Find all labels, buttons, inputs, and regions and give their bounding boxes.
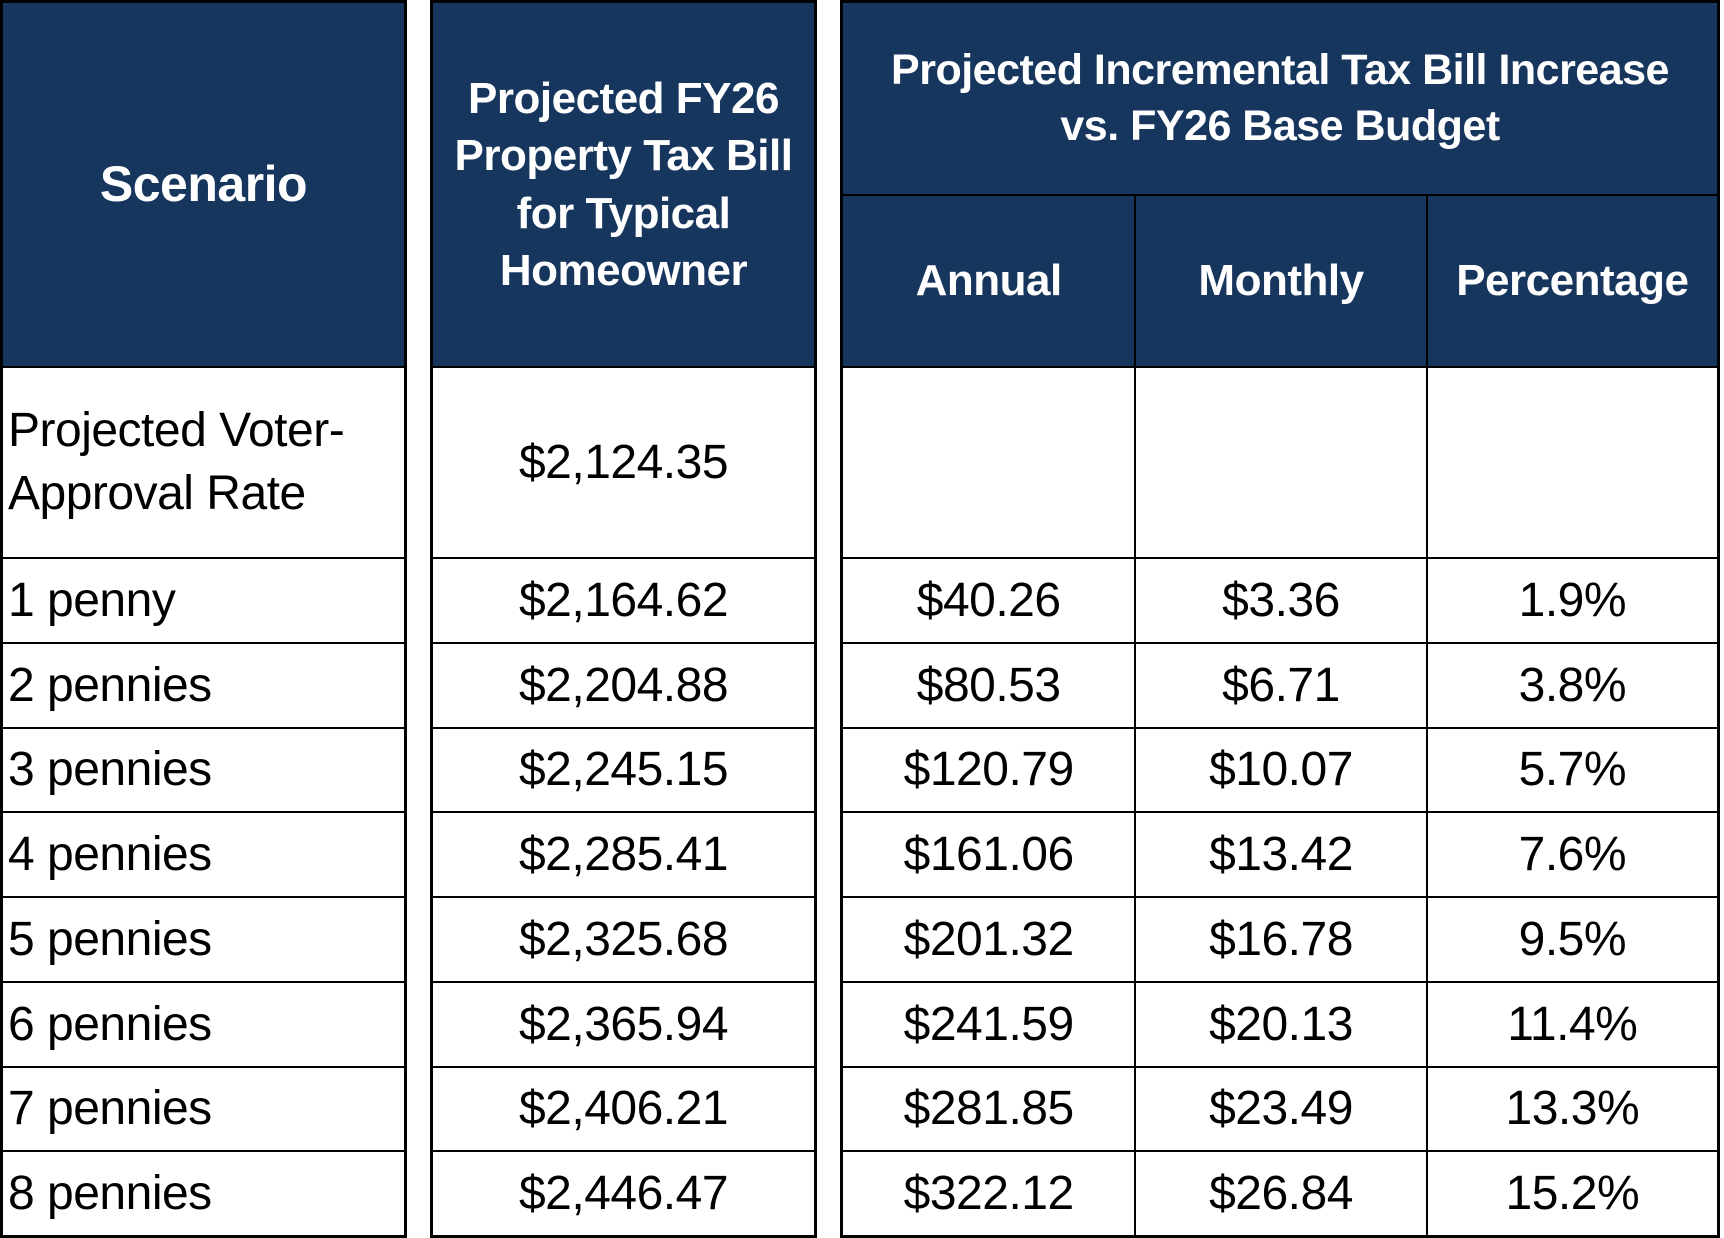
tax-bill-cell-7-pennies: $2,406.21 bbox=[433, 1065, 814, 1151]
percentage-cell-4-pennies: 7.6% bbox=[1425, 811, 1717, 896]
percentage-cell-2-pennies: 3.8% bbox=[1425, 641, 1717, 727]
percentage-cell-5-pennies: 9.5% bbox=[1425, 896, 1717, 981]
tax-bill-cell-6-pennies: $2,365.94 bbox=[433, 980, 814, 1066]
scenario-cell-3-pennies: 3 pennies bbox=[3, 726, 404, 812]
annual-cell-5-pennies: $201.32 bbox=[843, 896, 1135, 981]
tax-bill-cell-5-pennies: $2,325.68 bbox=[433, 896, 814, 981]
percentage-cell-3-pennies: 5.7% bbox=[1425, 726, 1717, 812]
monthly-cell-5-pennies: $16.78 bbox=[1134, 896, 1426, 981]
monthly-cell-1-penny: $3.36 bbox=[1134, 557, 1426, 642]
annual-header-cell: Annual bbox=[843, 194, 1135, 366]
scenario-header-cell: Scenario bbox=[3, 3, 404, 366]
monthly-cell-6-pennies: $20.13 bbox=[1134, 980, 1426, 1066]
tax-bill-table: Projected FY26 Property Tax Bill for Typ… bbox=[430, 0, 817, 1238]
scenario-cell-2-pennies: 2 pennies bbox=[3, 641, 404, 727]
tax-bill-cell-4-pennies: $2,285.41 bbox=[433, 811, 814, 896]
annual-cell-4-pennies: $161.06 bbox=[843, 811, 1135, 896]
monthly-cell-8-pennies: $26.84 bbox=[1134, 1150, 1426, 1235]
scenario-cell-5-pennies: 5 pennies bbox=[3, 896, 404, 981]
tax-bill-cell-1-penny: $2,164.62 bbox=[433, 557, 814, 642]
monthly-header-cell: Monthly bbox=[1134, 194, 1426, 366]
annual-cell-2-pennies: $80.53 bbox=[843, 641, 1135, 727]
scenario-table: Scenario Projected Voter- Approval Rate … bbox=[0, 0, 407, 1238]
scenario-cell-8-pennies: 8 pennies bbox=[3, 1150, 404, 1235]
tax-bill-cell-voter-approval: $2,124.35 bbox=[433, 366, 814, 557]
scenario-cell-4-pennies: 4 pennies bbox=[3, 811, 404, 896]
tax-bill-cell-2-pennies: $2,204.88 bbox=[433, 641, 814, 727]
monthly-cell-7-pennies: $23.49 bbox=[1134, 1065, 1426, 1151]
annual-cell-voter-approval bbox=[843, 366, 1135, 557]
percentage-cell-6-pennies: 11.4% bbox=[1425, 980, 1717, 1066]
tax-bill-cell-3-pennies: $2,245.15 bbox=[433, 726, 814, 812]
annual-cell-7-pennies: $281.85 bbox=[843, 1065, 1135, 1151]
percentage-cell-1-penny: 1.9% bbox=[1425, 557, 1717, 642]
scenario-cell-voter-approval: Projected Voter- Approval Rate bbox=[3, 366, 404, 557]
annual-cell-1-penny: $40.26 bbox=[843, 557, 1135, 642]
scenario-cell-6-pennies: 6 pennies bbox=[3, 980, 404, 1066]
increase-group-header-cell: Projected Incremental Tax Bill Increase … bbox=[843, 3, 1717, 194]
monthly-cell-4-pennies: $13.42 bbox=[1134, 811, 1426, 896]
monthly-cell-voter-approval bbox=[1134, 366, 1426, 557]
tax-bill-cell-8-pennies: $2,446.47 bbox=[433, 1150, 814, 1235]
percentage-header-cell: Percentage bbox=[1425, 194, 1717, 366]
scenario-cell-7-pennies: 7 pennies bbox=[3, 1065, 404, 1151]
percentage-cell-8-pennies: 15.2% bbox=[1425, 1150, 1717, 1235]
monthly-cell-3-pennies: $10.07 bbox=[1134, 726, 1426, 812]
scenario-cell-1-penny: 1 penny bbox=[3, 557, 404, 642]
annual-cell-3-pennies: $120.79 bbox=[843, 726, 1135, 812]
percentage-cell-7-pennies: 13.3% bbox=[1425, 1065, 1717, 1151]
monthly-cell-2-pennies: $6.71 bbox=[1134, 641, 1426, 727]
increase-table: Projected Incremental Tax Bill Increase … bbox=[840, 0, 1720, 1238]
percentage-cell-voter-approval bbox=[1425, 366, 1717, 557]
annual-cell-6-pennies: $241.59 bbox=[843, 980, 1135, 1066]
tax-bill-header-cell: Projected FY26 Property Tax Bill for Typ… bbox=[433, 3, 814, 366]
annual-cell-8-pennies: $322.12 bbox=[843, 1150, 1135, 1235]
